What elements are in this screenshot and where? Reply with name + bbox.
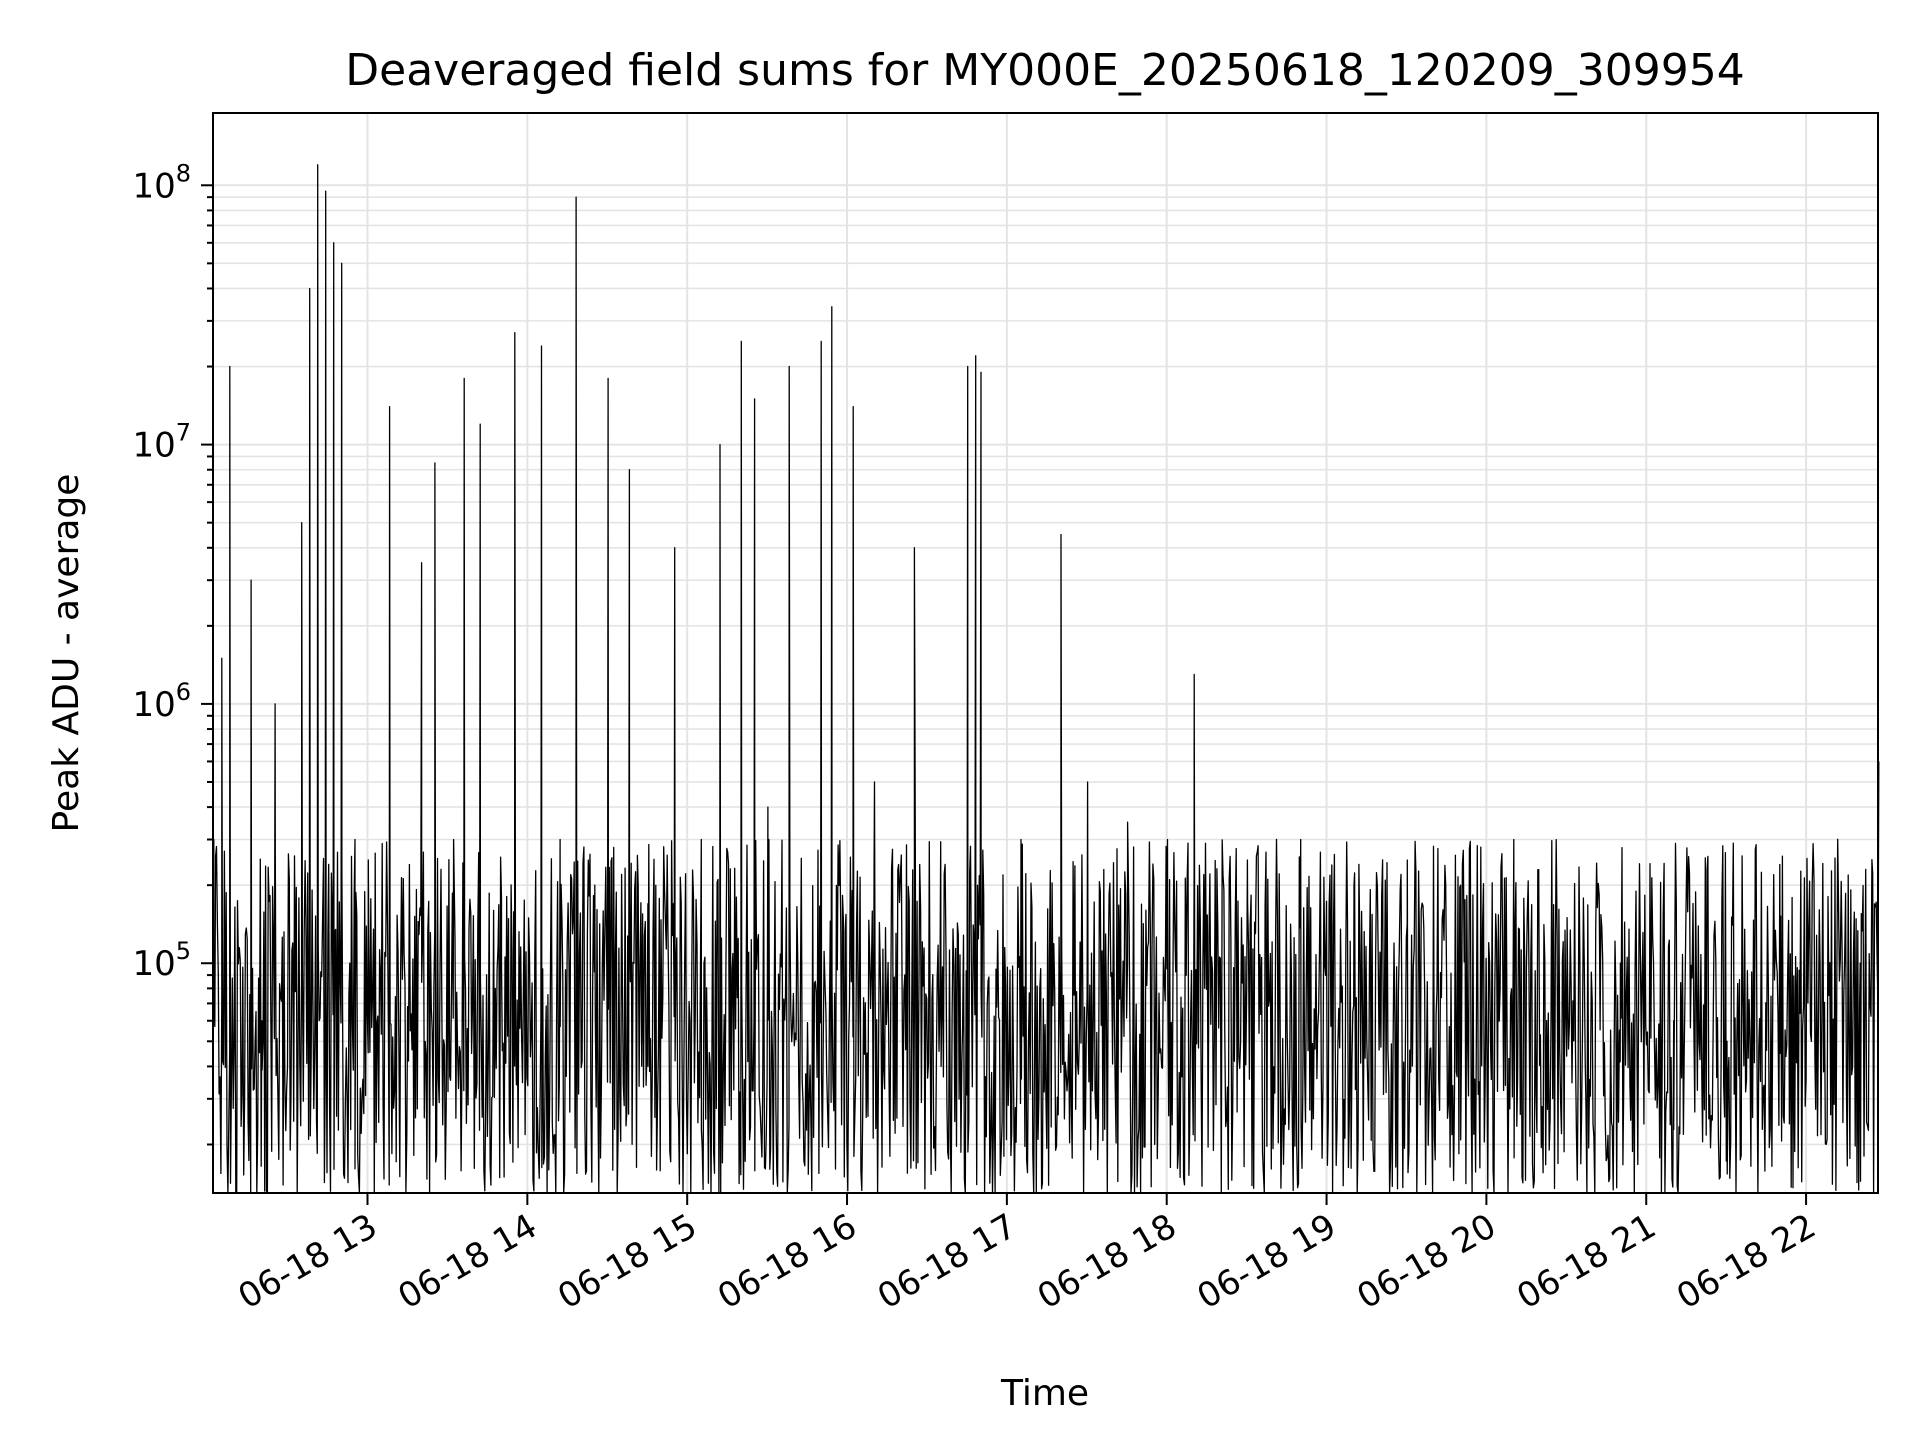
- series-line: [212, 164, 1880, 1194]
- x-axis-label: Time: [1000, 1373, 1089, 1414]
- y-tick-label: 108: [132, 159, 191, 206]
- y-tick-label: 106: [132, 678, 191, 725]
- data-series-layer: [212, 164, 1880, 1194]
- chart-title: Deaveraged field sums for MY000E_2025061…: [345, 45, 1745, 96]
- y-tick-label: 107: [132, 419, 191, 466]
- y-tick-label: 105: [132, 937, 191, 984]
- y-axis-ticks: 105 106 107 108: [132, 159, 213, 1146]
- plot-area-frame: [212, 112, 1879, 1194]
- y-axis-label: Peak ADU - average: [46, 474, 87, 833]
